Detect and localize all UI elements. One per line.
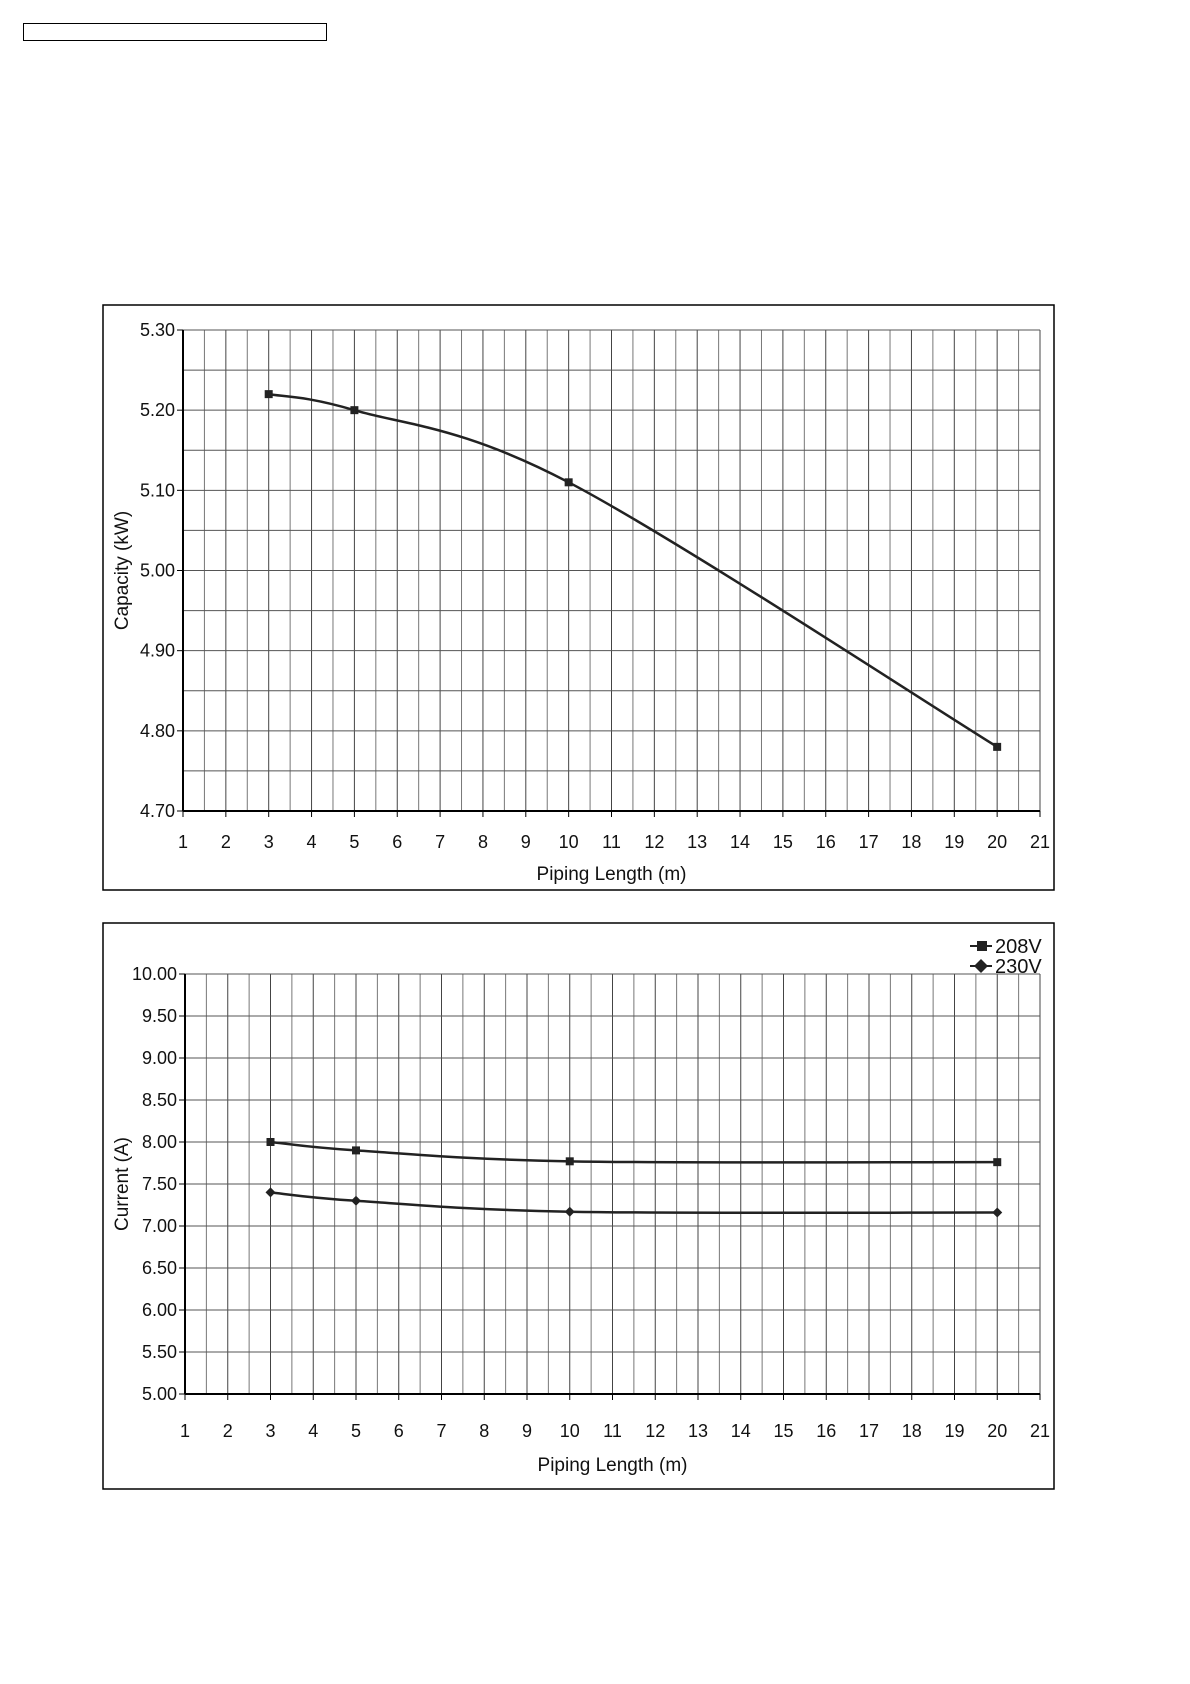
x-tick-label: 20 [987, 1421, 1007, 1441]
x-tick-label: 2 [221, 832, 231, 852]
legend-label: 208V [995, 936, 1042, 958]
x-tick-label: 12 [644, 832, 664, 852]
x-tick-label: 18 [902, 1421, 922, 1441]
y-axis-title: Current (A) [112, 1137, 133, 1231]
y-tick-label: 5.20 [140, 400, 175, 420]
y-tick-label: 5.10 [140, 480, 175, 500]
legend-marker-diamond [974, 959, 988, 973]
header-box [23, 23, 327, 41]
y-tick-label: 9.00 [142, 1048, 177, 1068]
x-tick-label: 5 [349, 832, 359, 852]
y-tick-label: 5.00 [142, 1384, 177, 1404]
y-tick-label: 4.90 [140, 641, 175, 661]
data-point-square [266, 1138, 275, 1146]
x-tick-label: 4 [307, 832, 317, 852]
series-line-208V [270, 1140, 998, 1164]
x-tick-label: 5 [351, 1421, 361, 1441]
x-tick-label: 2 [223, 1421, 233, 1441]
y-tick-label: 6.50 [142, 1258, 177, 1278]
x-tick-label: 6 [392, 832, 402, 852]
legend-marker-square [977, 941, 987, 951]
x-tick-label: 14 [731, 1421, 751, 1441]
x-tick-label: 7 [435, 832, 445, 852]
x-tick-label: 1 [180, 1421, 190, 1441]
data-point-square [352, 1146, 360, 1155]
x-tick-label: 1 [178, 832, 188, 852]
x-tick-label: 19 [944, 832, 964, 852]
data-point-square [564, 478, 573, 487]
y-tick-label: 7.00 [142, 1216, 177, 1236]
x-tick-label: 3 [265, 1421, 275, 1441]
x-tick-label: 16 [816, 1421, 836, 1441]
x-tick-label: 21 [1030, 832, 1050, 852]
y-tick-label: 4.70 [140, 801, 175, 821]
chart-frame [102, 922, 1055, 1490]
data-point-diamond [992, 1207, 1003, 1218]
x-tick-label: 16 [816, 832, 836, 852]
x-tick-label: 6 [394, 1421, 404, 1441]
y-tick-label: 10.00 [132, 964, 177, 984]
x-axis-title: Piping Length (m) [537, 864, 687, 885]
chart-1: 1 2 3 4 5 6 7 8 9 10 11 12 13 14 15 16 17 18 19 20 214.704.8… [102, 304, 1055, 891]
data-point-diamond [265, 1187, 276, 1198]
x-tick-label: 3 [264, 832, 274, 852]
series-line-Capacity [268, 392, 998, 748]
x-tick-label: 4 [308, 1421, 318, 1441]
x-tick-label: 19 [944, 1421, 964, 1441]
x-tick-label: 11 [602, 832, 621, 852]
x-tick-label: 13 [688, 1421, 708, 1441]
x-tick-label: 10 [559, 832, 579, 852]
y-tick-label: 5.30 [140, 320, 175, 340]
y-tick-label: 6.00 [142, 1300, 177, 1320]
y-tick-label: 4.80 [140, 721, 175, 741]
x-tick-label: 7 [436, 1421, 446, 1441]
x-tick-label: 17 [859, 1421, 879, 1441]
data-point-diamond [564, 1206, 575, 1217]
y-tick-label: 7.50 [142, 1174, 177, 1194]
y-tick-label: 5.50 [142, 1342, 177, 1362]
data-point-square [264, 390, 273, 399]
series-line-230V [270, 1191, 998, 1215]
y-tick-label: 8.00 [142, 1132, 177, 1152]
y-tick-label: 9.50 [142, 1006, 177, 1026]
x-tick-label: 12 [645, 1421, 665, 1441]
x-tick-label: 9 [521, 832, 531, 852]
x-tick-label: 8 [478, 832, 488, 852]
data-point-square [350, 406, 359, 415]
x-tick-label: 15 [773, 832, 793, 852]
x-tick-label: 10 [560, 1421, 580, 1441]
y-tick-label: 8.50 [142, 1090, 177, 1110]
x-tick-label: 14 [730, 832, 750, 852]
data-point-square [993, 1158, 1002, 1167]
x-tick-label: 18 [901, 832, 921, 852]
legend-label: 230V [995, 956, 1042, 978]
x-tick-label: 15 [773, 1421, 793, 1441]
y-axis-title: Capacity (kW) [112, 511, 133, 630]
y-tick-label: 5.00 [140, 561, 175, 581]
x-axis-title: Piping Length (m) [538, 1455, 688, 1476]
data-point-square [993, 742, 1002, 751]
x-tick-label: 11 [603, 1421, 622, 1441]
x-tick-label: 20 [987, 832, 1007, 852]
x-tick-label: 17 [859, 832, 879, 852]
x-tick-label: 13 [687, 832, 707, 852]
chart-2: 1 2 3 4 5 6 7 8 9 10 11 12 13 14 15 16 17 18 19 20 215.005.5… [102, 922, 1055, 1490]
data-point-square [565, 1157, 574, 1166]
data-point-diamond [351, 1195, 361, 1206]
x-tick-label: 8 [479, 1421, 489, 1441]
x-tick-label: 21 [1030, 1421, 1050, 1441]
chart-frame [102, 304, 1055, 891]
x-tick-label: 9 [522, 1421, 532, 1441]
